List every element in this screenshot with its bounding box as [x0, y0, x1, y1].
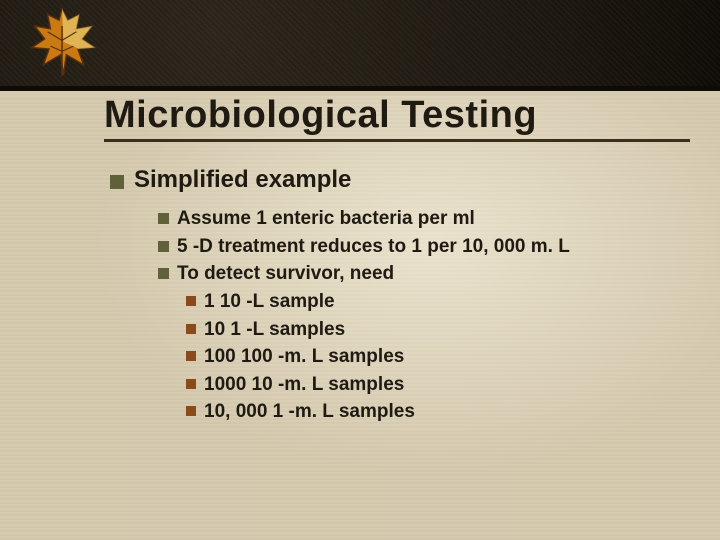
- list-item: 10 1 -L samples: [186, 317, 690, 343]
- list-item: 5 -D treatment reduces to 1 per 10, 000 …: [158, 234, 690, 260]
- level3-text: 10, 000 1 -m. L samples: [204, 399, 415, 425]
- list-item: 1000 10 -m. L samples: [186, 372, 690, 398]
- header-bar: [0, 0, 720, 86]
- level3-text: 1 10 -L sample: [204, 289, 335, 315]
- bullet-icon: [186, 296, 196, 306]
- list-item: 10, 000 1 -m. L samples: [186, 399, 690, 425]
- level3-text: 10 1 -L samples: [204, 317, 345, 343]
- bullet-icon: [158, 268, 169, 279]
- level3-text: 1000 10 -m. L samples: [204, 372, 404, 398]
- level3-text: 100 100 -m. L samples: [204, 344, 404, 370]
- maple-leaf-icon: [26, 4, 98, 84]
- level1-text: Simplified example: [134, 166, 351, 194]
- list-item: To detect survivor, need: [158, 261, 690, 287]
- slide-content: Microbiological Testing Simplified examp…: [104, 94, 690, 427]
- list-item: 1 10 -L sample: [186, 289, 690, 315]
- level3-list: 1 10 -L sample 10 1 -L samples 100 100 -…: [186, 289, 690, 425]
- bullet-icon: [186, 351, 196, 361]
- bullet-icon: [158, 213, 169, 224]
- bullet-icon: [110, 175, 124, 189]
- level2-text: Assume 1 enteric bacteria per ml: [177, 206, 475, 232]
- level2-list: Assume 1 enteric bacteria per ml 5 -D tr…: [158, 206, 690, 425]
- bullet-icon: [186, 379, 196, 389]
- level1-list: Simplified example Assume 1 enteric bact…: [110, 166, 690, 425]
- bullet-icon: [186, 406, 196, 416]
- level2-text: 5 -D treatment reduces to 1 per 10, 000 …: [177, 234, 570, 260]
- list-item: 100 100 -m. L samples: [186, 344, 690, 370]
- list-item: Assume 1 enteric bacteria per ml: [158, 206, 690, 232]
- slide-title: Microbiological Testing: [104, 94, 690, 142]
- level2-text: To detect survivor, need: [177, 261, 394, 287]
- bullet-icon: [186, 324, 196, 334]
- bullet-icon: [158, 241, 169, 252]
- list-item: Simplified example: [110, 166, 690, 194]
